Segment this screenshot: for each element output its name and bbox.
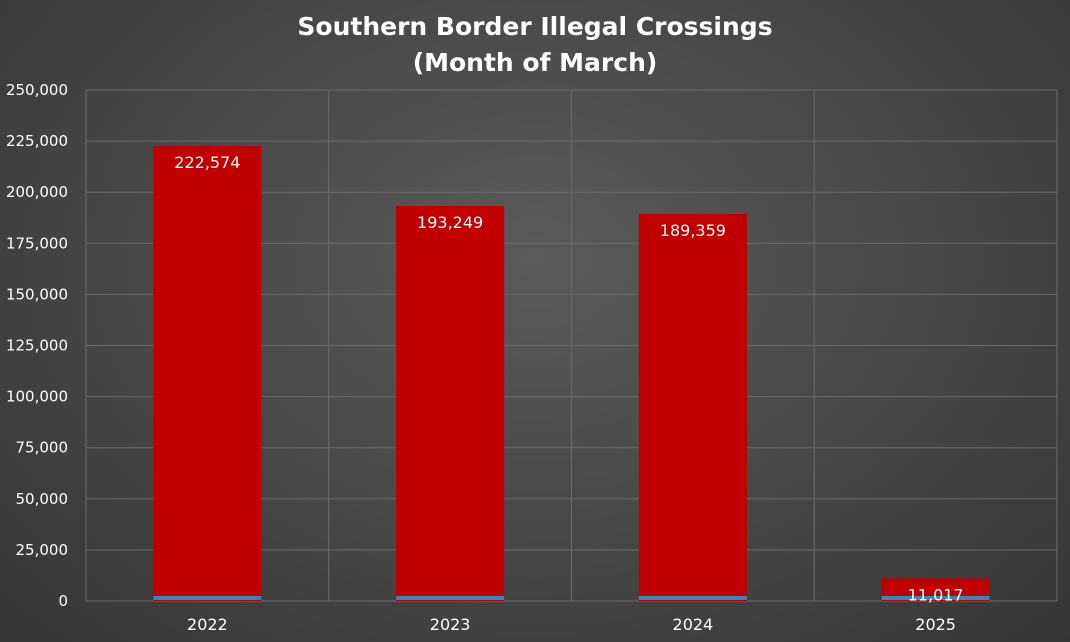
- y-tick-label: 225,000: [6, 132, 68, 150]
- data-label-2025: 11,017: [908, 585, 964, 604]
- y-tick-label: 100,000: [6, 388, 68, 406]
- data-label-2022: 222,574: [174, 153, 240, 172]
- y-tick-label: 125,000: [6, 337, 68, 355]
- x-axis-category-labels: 2022 2023 2024 2025: [187, 615, 956, 634]
- bar-base-2025: [881, 596, 990, 600]
- y-axis-tick-labels: 0 25,000 50,000 75,000 100,000 125,000 150,000…: [6, 81, 68, 610]
- y-tick-label: 0: [58, 592, 68, 610]
- x-tick-label-2022: 2022: [187, 615, 228, 634]
- x-tick-label-2023: 2023: [430, 615, 471, 634]
- bar-2022: [153, 146, 262, 601]
- bar-base-2023: [396, 596, 505, 600]
- y-tick-label: 50,000: [16, 490, 69, 508]
- x-tick-label-2025: 2025: [915, 615, 956, 634]
- bar-2024: [638, 213, 747, 602]
- bar-base-2024: [638, 596, 747, 600]
- chart-title-line-2: (Month of March): [413, 48, 658, 77]
- y-tick-label: 250,000: [6, 81, 68, 99]
- bar-base-2022: [153, 596, 262, 600]
- y-tick-label: 150,000: [6, 285, 68, 303]
- bars: 222,574 193,249 189,359 11,017: [153, 146, 990, 604]
- data-label-2024: 189,359: [660, 221, 726, 240]
- y-tick-label: 25,000: [16, 541, 69, 559]
- bar-2025: [881, 578, 990, 601]
- x-tick-label-2024: 2024: [673, 615, 714, 634]
- bar-2023: [396, 205, 505, 602]
- y-tick-label: 175,000: [6, 234, 68, 252]
- y-tick-label: 200,000: [6, 183, 68, 201]
- y-tick-label: 75,000: [16, 439, 69, 457]
- chart-title-line-1: Southern Border Illegal Crossings: [297, 12, 772, 41]
- data-label-2023: 193,249: [417, 213, 483, 232]
